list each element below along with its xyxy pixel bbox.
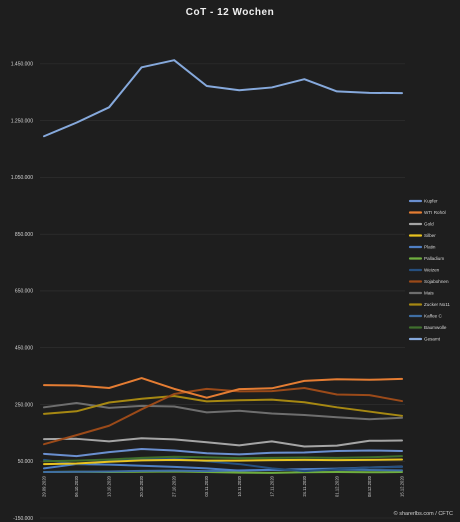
y-tick-label: 1.050.000 [11,175,33,181]
y-tick-label: 1.450.000 [11,62,33,68]
x-tick-label: 29.09.2020 [42,475,47,497]
series-line-kupfer [43,448,403,458]
credit-text: © sharerlbs.com / CFTC [394,510,453,517]
x-axis-ticks: 29.09.2020 06.10.2020 13.10.2020 20.10.2020… [42,475,405,497]
y-tick-label: 250.000 [15,402,33,408]
series-line-silber [43,458,403,466]
series-line-baumwolle [43,455,403,463]
legend-label-zucker-no11: Zucker No11 [424,302,450,307]
y-axis-ticks: -150.000 50.000 250.000 450.000 650.000 850.0… [11,62,33,522]
legend-label-kupfer: Kupfer [424,199,438,204]
series-line-gesamt [43,59,403,138]
series-line-zucker-no11 [43,394,403,417]
x-tick-label: 20.10.2020 [139,475,144,497]
x-tick-label: 01.12.2020 [334,475,339,497]
legend-label-mais: Mais [424,291,434,296]
legend-label-gesamt: Gesamt [424,337,441,342]
legend-label-palladium: Palladium [424,256,444,261]
y-tick-label: 450.000 [15,346,33,352]
x-tick-label: 17.11.2020 [269,475,274,496]
legend-label-sojabohnen: Sojabohnen [424,279,449,284]
y-tick-label: 1.250.000 [11,118,33,124]
y-tick-label: 850.000 [15,232,33,238]
legend-label-platin: Platin [424,245,436,250]
legend-label-wti-roh-l: WTI Rohöl [424,210,446,215]
legend-label-silber: Silber [424,233,436,238]
legend-label-baumwolle: Baumwolle [424,325,447,330]
series-line-gold [43,437,403,448]
series-line-mais [43,402,403,421]
series-line-wti-roh-l [43,377,403,399]
legend-label-gold: Gold [424,222,434,227]
legend-label-kaffee-c: Kaffee C [424,314,442,319]
x-tick-label: 27.10.2020 [172,475,177,497]
series-lines [43,59,403,474]
x-tick-label: 10.11.2020 [237,475,242,496]
x-tick-label: 24.11.2020 [302,475,307,496]
x-tick-label: 15.12.2020 [400,475,405,497]
y-tick-label: -150.000 [13,516,33,522]
chart-title: CoT - 12 Wochen [186,7,274,18]
y-tick-label: 650.000 [15,289,33,295]
legend-label-weizen: Weizen [424,268,440,273]
x-tick-label: 08.12.2020 [367,475,372,497]
series-line-sojabohnen [43,387,403,446]
x-tick-label: 03.11.2020 [204,475,209,496]
x-tick-label: 06.10.2020 [74,475,79,497]
legend: Kupfer WTI Rohöl Gold Silber Platin Palladium… [408,199,450,342]
y-tick-label: 50.000 [18,459,34,465]
x-tick-label: 13.10.2020 [107,475,112,497]
